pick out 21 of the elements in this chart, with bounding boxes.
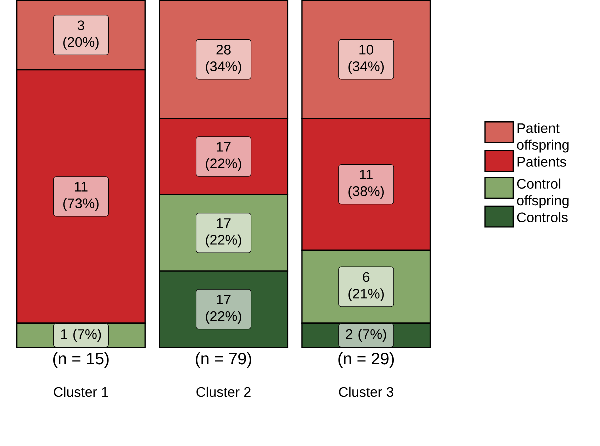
text: (n = 15)	[54, 352, 109, 368]
legend-label: Patient offspring	[517, 123, 569, 153]
x-tick-label: Cluster 3	[339, 387, 394, 398]
legend-label: Control offspring	[517, 178, 569, 209]
data-label: 17 (22%)	[206, 142, 242, 172]
data-label: 6 (21%)	[348, 272, 384, 302]
data-label: 1 (7%)	[61, 329, 102, 342]
data-label: 10 (34%)	[348, 45, 384, 74]
x-tick-label: Cluster 1	[54, 387, 108, 398]
data-label: 28 (34%)	[206, 45, 242, 74]
data-label: 17 (22%)	[206, 295, 242, 324]
legend-label: Patients	[518, 156, 566, 168]
data-label: 11 (38%)	[348, 170, 384, 200]
x-tick-label: Cluster 2	[196, 387, 251, 398]
data-label: 11 (73%)	[64, 182, 99, 212]
text: (n = 29)	[338, 352, 394, 368]
text: (n = 79)	[196, 352, 252, 368]
data-label: 2 (7%)	[346, 329, 386, 342]
data-label: 3 (20%)	[64, 20, 99, 50]
legend-label: Controls	[517, 212, 568, 223]
data-label: 17 (22%)	[206, 218, 242, 248]
